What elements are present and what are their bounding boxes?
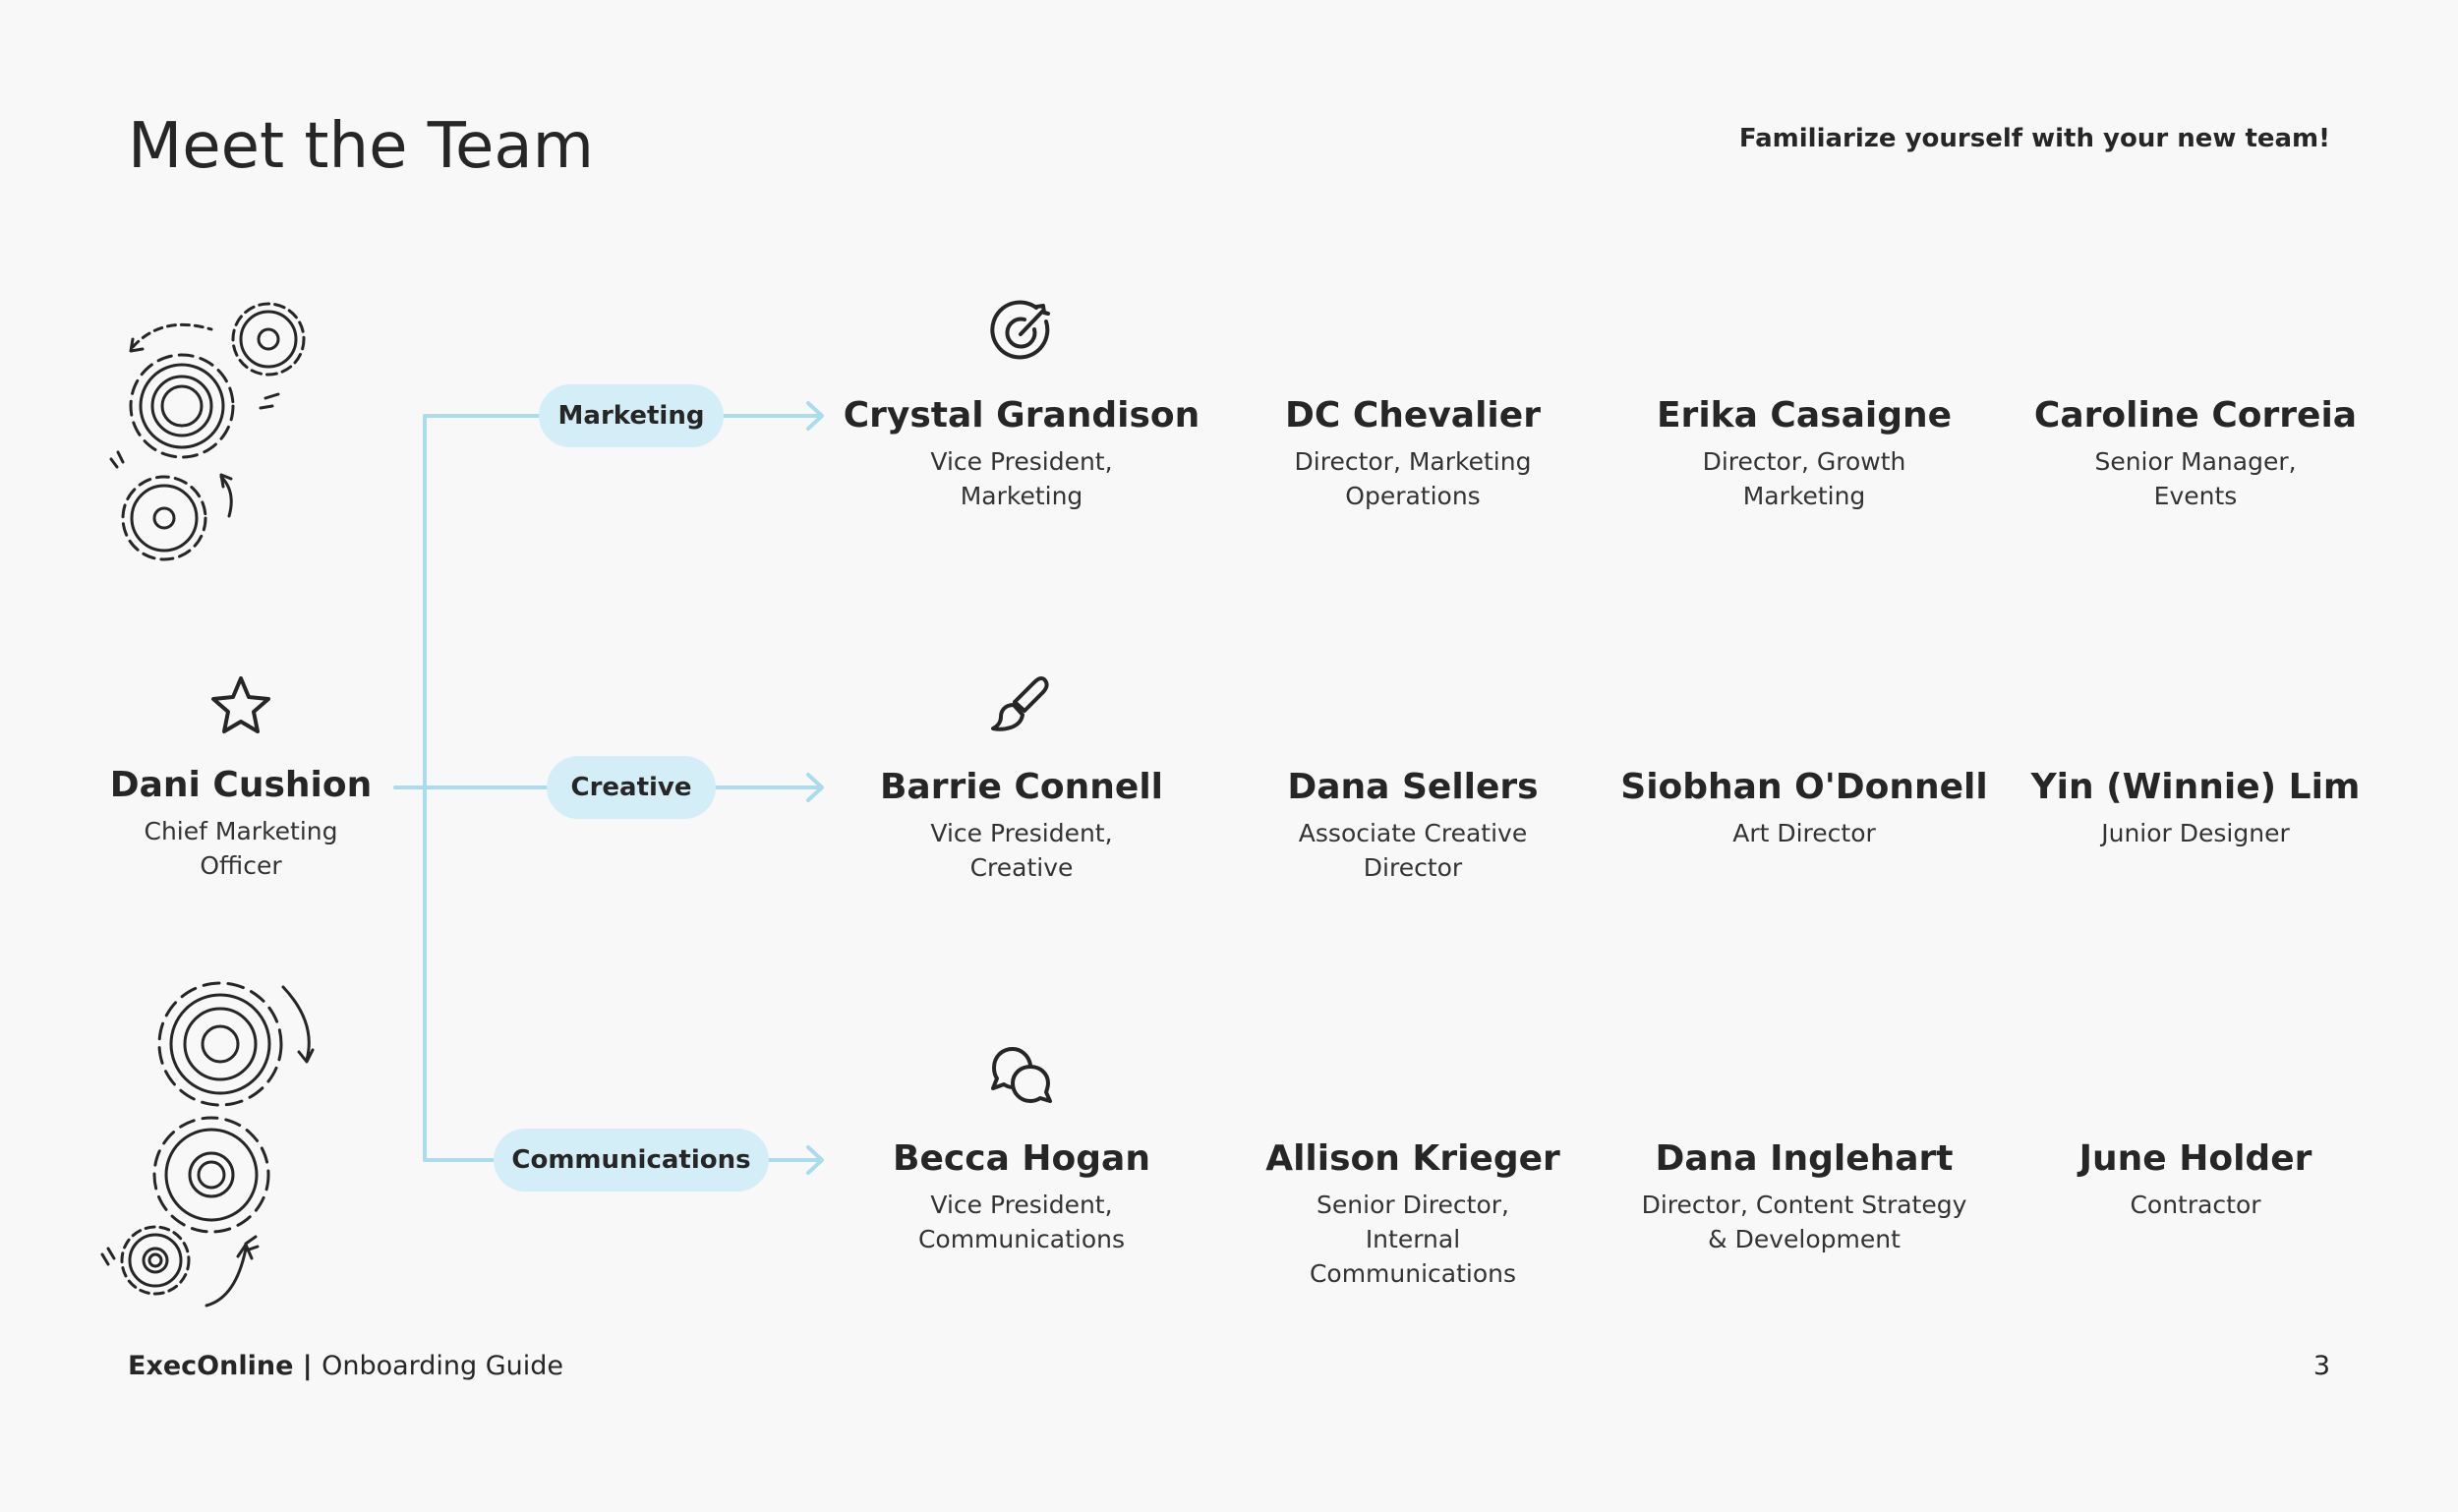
arrow-communications-head [806,1145,824,1175]
leader-role: Chief Marketing Officer [144,817,338,880]
chat-bubbles-icon [987,1041,1056,1110]
person-card: Caroline Correia Senior Manager, Events [2009,393,2382,513]
leader-card: Dani Cushion Chief Marketing Officer [54,763,428,883]
page-subtitle: Familiarize yourself with your new team! [1738,124,2330,153]
page-number: 3 [2312,1351,2330,1381]
person-card: Siobhan O'Donnell Art Director [1617,765,1991,850]
person-name: Erika Casaigne [1656,395,1953,436]
person-role: Vice President, Marketing [930,447,1113,510]
person-card: Dana Sellers Associate Creative Director [1226,765,1600,885]
person-card: Crystal Grandison Vice President, Market… [835,393,1208,513]
paintbrush-icon [987,669,1056,738]
arrow-creative-head [806,773,824,802]
person-card: DC Chevalier Director, Marketing Operati… [1226,393,1600,513]
person-role: Junior Designer [2101,819,2290,847]
person-role: Vice President, Communications [917,1191,1126,1253]
arrow-marketing-head [806,401,824,431]
department-pill-marketing: Marketing [539,384,724,447]
department-pill-communications: Communications [494,1129,769,1192]
person-card: Becca Hogan Vice President, Communicatio… [835,1136,1208,1256]
person-name: Siobhan O'Donnell [1620,767,1988,807]
leader-name: Dani Cushion [109,765,373,805]
person-name: Dana Sellers [1287,767,1539,807]
person-role: Contractor [2130,1191,2261,1219]
person-role: Director, Marketing Operations [1294,447,1532,510]
star-icon [206,672,275,741]
person-card: Barrie Connell Vice President, Creative [835,765,1208,885]
person-role: Vice President, Creative [930,819,1113,882]
person-name: June Holder [2078,1138,2312,1179]
person-name: Crystal Grandison [843,395,1200,436]
person-name: DC Chevalier [1285,395,1541,436]
person-card: Yin (Winnie) Lim Junior Designer [2009,765,2382,850]
person-role: Director, Growth Marketing [1702,447,1906,510]
gears-illustration-bottom [100,981,315,1308]
person-name: Allison Krieger [1265,1138,1560,1179]
target-icon [987,298,1056,367]
person-name: Becca Hogan [893,1138,1150,1179]
footer-doc-title: Onboarding Guide [322,1351,564,1381]
person-role: Art Director [1732,819,1876,847]
person-card: June Holder Contractor [2009,1136,2382,1222]
person-name: Dana Inglehart [1655,1138,1954,1179]
footer-brand-name: ExecOnline [128,1351,294,1381]
person-card: Erika Casaigne Director, Growth Marketin… [1617,393,1991,513]
department-pill-creative: Creative [547,756,716,819]
person-role: Director, Content Strategy & Development [1641,1191,1967,1253]
gears-illustration-top [109,302,306,561]
person-name: Yin (Winnie) Lim [2030,767,2361,807]
person-name: Barrie Connell [879,767,1164,807]
person-card: Allison Krieger Senior Director, Interna… [1226,1136,1600,1291]
page-title: Meet the Team [128,110,594,183]
person-role: Senior Manager, Events [2094,447,2297,510]
person-name: Caroline Correia [2033,395,2358,436]
footer-separator: | [293,1351,322,1381]
footer-brand: ExecOnline | Onboarding Guide [128,1351,563,1381]
person-role: Senior Director, Internal Communications [1309,1191,1517,1288]
person-card: Dana Inglehart Director, Content Strateg… [1617,1136,1991,1256]
person-role: Associate Creative Director [1298,819,1528,882]
